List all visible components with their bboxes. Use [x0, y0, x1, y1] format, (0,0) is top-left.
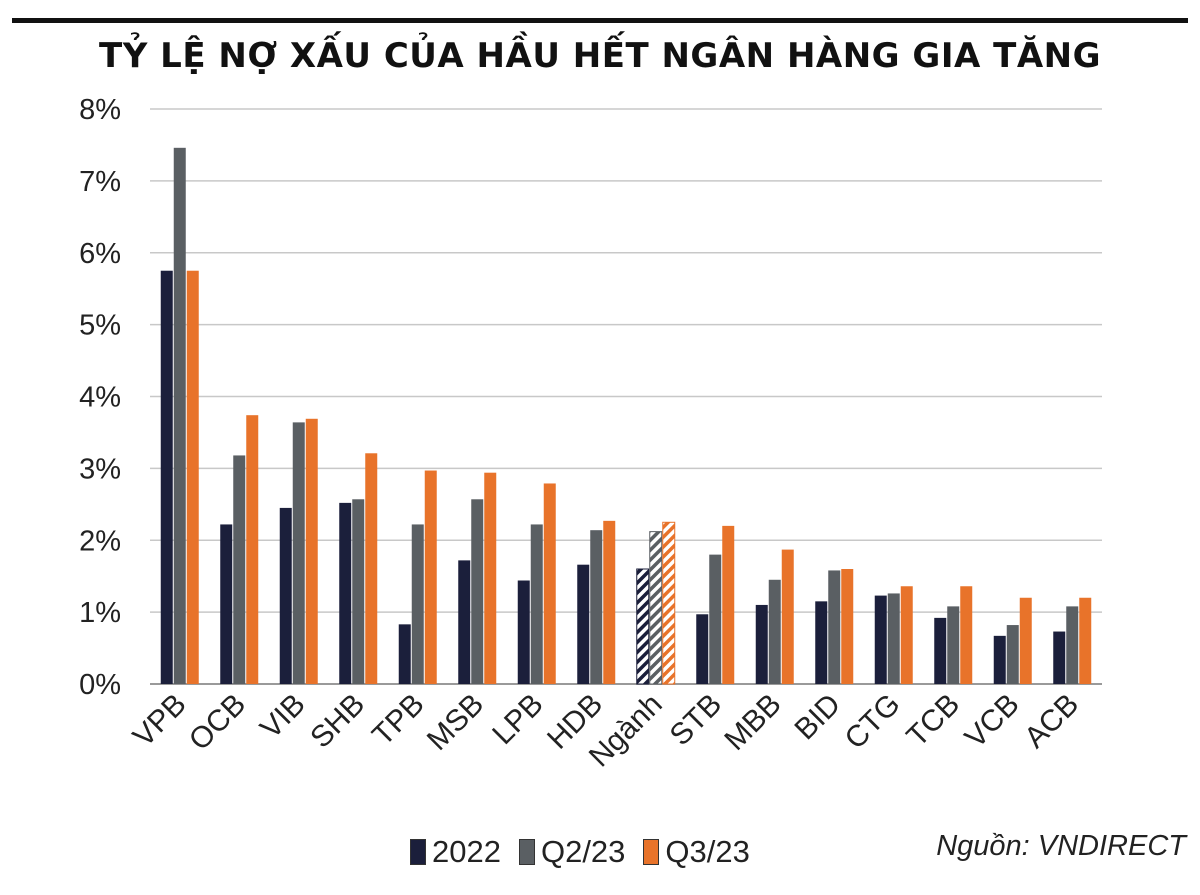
bar-lpb-q3-23 [543, 483, 556, 684]
bar-mbb-q2-23 [768, 579, 781, 684]
y-tick-label: 6% [79, 238, 121, 270]
bar-vib-q2-23 [292, 422, 305, 684]
bars [160, 147, 1092, 685]
bar-hdb-2022 [577, 564, 590, 684]
y-tick-label: 7% [79, 166, 121, 198]
y-tick-label: 1% [79, 597, 121, 629]
bar-acb-2022 [1053, 631, 1066, 684]
bar-tpb-q2-23 [411, 524, 424, 684]
legend-item-q3-23: Q3/23 [643, 834, 750, 870]
bar-tpb-q3-23 [424, 470, 437, 684]
legend: 2022 Q2/23 Q3/23 [410, 832, 768, 872]
bar-ngành-q2-23 [649, 531, 663, 685]
bar-ngành-2022 [636, 568, 650, 685]
bar-ocb-q3-23 [246, 415, 259, 684]
bar-stb-q3-23 [722, 525, 735, 684]
source-note: Nguồn: VNDIRECT [936, 830, 1186, 862]
bar-tpb-2022 [398, 624, 411, 684]
bar-vcb-q3-23 [1019, 597, 1032, 684]
bar-ctg-2022 [874, 595, 887, 684]
bar-mbb-q3-23 [781, 549, 794, 684]
x-tick-label: OCB [183, 688, 252, 757]
y-tick-label: 8% [79, 94, 121, 126]
bar-vib-2022 [279, 507, 292, 684]
bar-shb-q3-23 [365, 453, 378, 684]
y-tick-label: 5% [79, 310, 121, 342]
x-tick-label: LPB [486, 688, 549, 751]
bar-tcb-2022 [934, 617, 947, 684]
bar-ctg-q2-23 [887, 593, 900, 684]
x-tick-label: VIB [254, 688, 312, 746]
legend-label-2022: 2022 [432, 834, 501, 869]
y-tick-label: 2% [79, 525, 121, 557]
x-tick-label: MBB [718, 688, 787, 757]
bar-shb-q2-23 [352, 499, 365, 684]
bar-vcb-q2-23 [1006, 625, 1019, 684]
x-tick-label: MSB [421, 688, 490, 757]
bar-acb-q2-23 [1066, 606, 1079, 684]
bar-msb-2022 [458, 560, 471, 684]
bar-ocb-2022 [220, 524, 233, 684]
x-tick-label: TCB [900, 688, 966, 754]
bar-stb-q2-23 [709, 554, 722, 684]
bar-vpb-q2-23 [173, 147, 186, 684]
bar-ngành-q3-23 [662, 521, 676, 685]
top-rule [12, 18, 1188, 23]
bar-bid-2022 [815, 601, 828, 684]
bar-vpb-q3-23 [186, 270, 199, 684]
x-tick-label: ACB [1018, 688, 1085, 755]
bar-shb-2022 [339, 502, 352, 684]
x-tick-label: VPB [127, 688, 193, 754]
bar-tcb-q3-23 [960, 586, 973, 684]
x-tick-label: VCB [959, 688, 1026, 755]
legend-swatch-q3-23 [643, 839, 660, 865]
y-tick-label: 0% [79, 669, 121, 701]
legend-label-q2-23: Q2/23 [540, 834, 626, 869]
legend-item-2022: 2022 [410, 834, 501, 870]
y-tick-label: 3% [79, 453, 121, 485]
bar-hdb-q3-23 [603, 520, 616, 684]
legend-item-q2-23: Q2/23 [518, 834, 626, 870]
legend-label-q3-23: Q3/23 [665, 834, 750, 869]
x-tick-label: BID [788, 688, 847, 747]
bar-msb-q3-23 [484, 472, 497, 684]
bar-vpb-2022 [160, 270, 173, 684]
bar-lpb-q2-23 [530, 524, 543, 684]
bar-ctg-q3-23 [900, 586, 913, 684]
legend-swatch-2022 [410, 839, 426, 865]
bar-vib-q3-23 [305, 418, 318, 684]
bar-bid-q2-23 [828, 570, 841, 684]
x-tick-label: SHB [304, 688, 371, 755]
bar-mbb-2022 [755, 604, 768, 684]
x-tick-label: TPB [366, 688, 431, 753]
chart-title: TỶ LỆ NỢ XẤU CỦA HẦU HẾT NGÂN HÀNG GIA T… [99, 36, 1101, 76]
bar-stb-2022 [696, 614, 709, 684]
x-tick-label: CTG [839, 688, 907, 756]
bar-acb-q3-23 [1079, 597, 1092, 684]
y-axis-ticks: 0% 1% 2% 3% 4% 5% 6% 7% 8% [79, 94, 121, 701]
bar-bid-q3-23 [841, 569, 854, 684]
x-tick-label: STB [664, 688, 729, 753]
bar-vcb-2022 [993, 635, 1006, 684]
legend-swatch-q2-23 [518, 839, 535, 865]
y-tick-label: 4% [79, 382, 121, 414]
bar-ocb-q2-23 [233, 455, 246, 684]
bar-tcb-q2-23 [947, 606, 960, 684]
bar-msb-q2-23 [471, 499, 484, 684]
bar-hdb-q2-23 [590, 530, 603, 684]
bar-lpb-2022 [517, 580, 530, 684]
